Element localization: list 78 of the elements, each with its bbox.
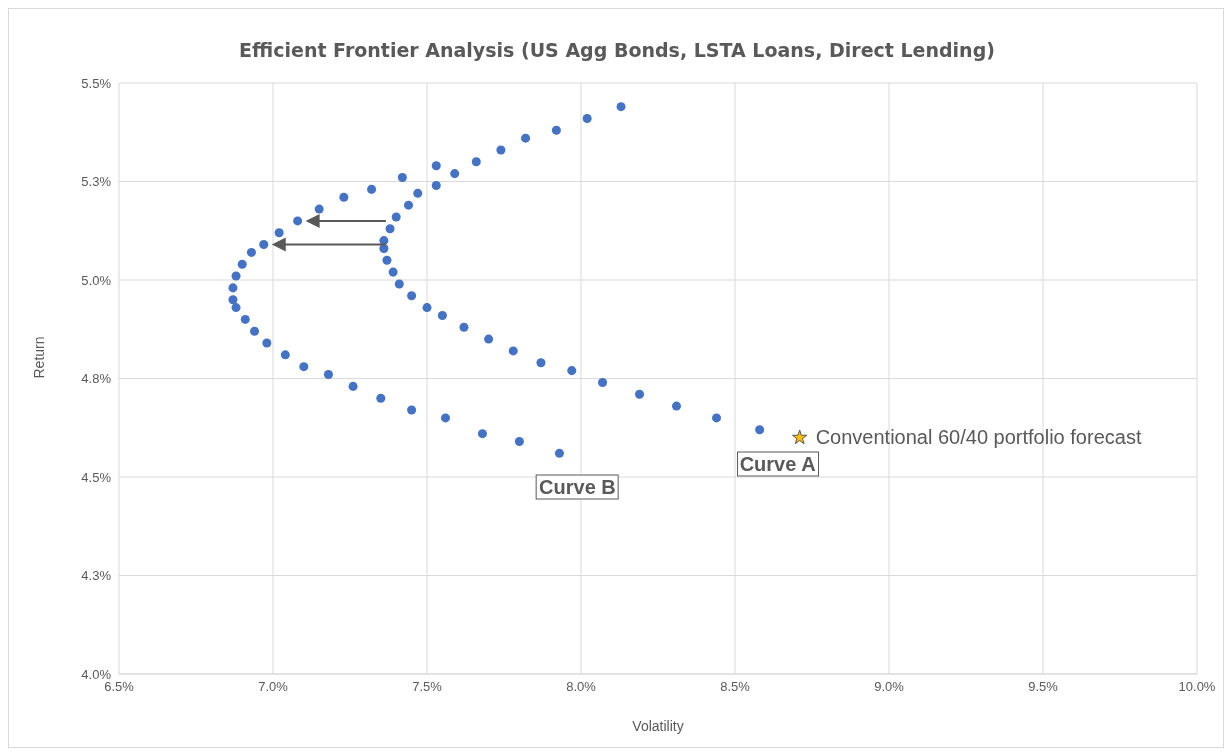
y-tick-label: 5.0% — [81, 272, 112, 288]
point — [274, 228, 284, 238]
point — [240, 314, 250, 324]
point — [299, 362, 309, 372]
point — [231, 303, 241, 313]
x-tick-label: 9.5% — [1028, 679, 1059, 695]
y-tick-label: 4.8% — [81, 371, 112, 387]
point — [635, 389, 645, 399]
point — [348, 381, 358, 391]
point — [379, 236, 389, 246]
point — [471, 157, 481, 167]
point — [712, 413, 722, 423]
point — [280, 350, 290, 360]
point — [671, 401, 681, 411]
point — [391, 212, 401, 222]
point — [431, 161, 441, 171]
point — [407, 291, 417, 301]
point — [394, 279, 404, 289]
chart-title: Efficient Frontier Analysis (US Agg Bonds, LSTA Loans, Direct Lending) — [238, 39, 996, 61]
point — [367, 184, 377, 194]
point — [431, 180, 441, 190]
y-tick-label: 5.5% — [81, 75, 112, 91]
point — [582, 113, 592, 123]
point — [437, 310, 447, 320]
point — [259, 240, 269, 250]
point — [459, 322, 469, 332]
point — [407, 405, 417, 415]
annotation: Curve A — [736, 451, 819, 477]
x-tick-label: 7.5% — [412, 679, 443, 695]
point — [551, 125, 561, 135]
point — [536, 358, 546, 368]
point — [388, 267, 398, 277]
point — [262, 338, 272, 348]
point — [397, 173, 407, 183]
y-tick-label: 5.3% — [81, 174, 112, 190]
y-tick-label: 4.5% — [81, 469, 112, 485]
point — [521, 133, 531, 143]
point — [250, 326, 260, 336]
point — [496, 145, 506, 155]
point — [339, 192, 349, 202]
y-axis-title: Return — [30, 336, 47, 379]
series-label: Conventional 60/40 portfolio forecast — [815, 425, 1142, 449]
point — [422, 303, 432, 313]
point — [616, 102, 626, 112]
point — [404, 200, 414, 210]
x-tick-label: 9.0% — [874, 679, 905, 695]
annotation: Curve B — [536, 474, 619, 500]
point — [598, 377, 608, 387]
point — [323, 370, 333, 380]
point — [755, 425, 765, 435]
point — [514, 437, 524, 447]
point — [237, 259, 247, 269]
point — [450, 169, 460, 179]
point — [231, 271, 241, 281]
point — [477, 429, 487, 439]
point — [554, 448, 564, 458]
x-tick-label: 10.0% — [1178, 679, 1216, 695]
point — [508, 346, 518, 356]
point — [484, 334, 494, 344]
point — [314, 204, 324, 214]
x-tick-label: 7.0% — [258, 679, 289, 695]
point — [382, 255, 392, 265]
y-tick-label: 4.0% — [81, 666, 112, 682]
point — [228, 283, 238, 293]
x-axis-title: Volatility — [632, 718, 684, 734]
point — [792, 429, 808, 445]
x-tick-label: 8.0% — [566, 679, 597, 695]
x-tick-label: 6.5% — [104, 679, 135, 695]
point — [376, 393, 386, 403]
y-tick-label: 4.3% — [81, 568, 112, 584]
point — [293, 216, 303, 226]
point — [228, 295, 238, 305]
x-tick-label: 8.5% — [720, 679, 751, 695]
point — [385, 224, 395, 234]
point — [413, 188, 423, 198]
point — [246, 247, 256, 257]
point — [440, 413, 450, 423]
point — [567, 366, 577, 376]
